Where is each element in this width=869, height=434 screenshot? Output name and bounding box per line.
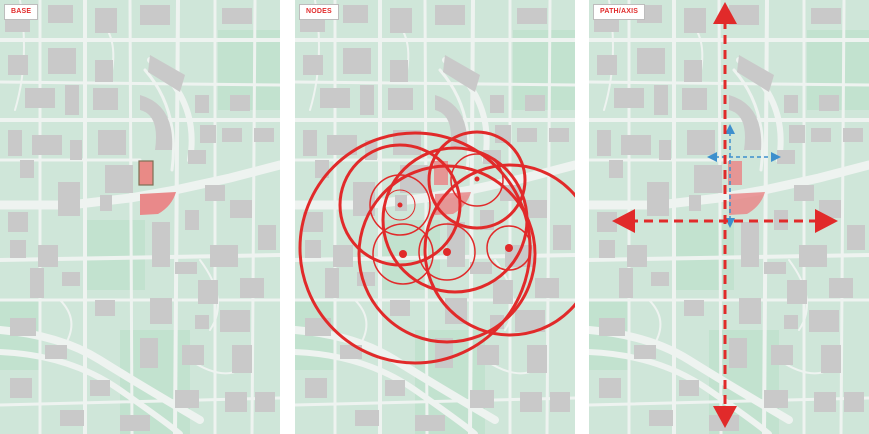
panel-label-nodes: NODES bbox=[299, 4, 339, 20]
site-parcel bbox=[140, 192, 176, 215]
node-ring-inner bbox=[486, 225, 532, 271]
panel-nodes: NODES bbox=[295, 0, 575, 434]
node-point bbox=[505, 244, 513, 252]
node-ring-inner bbox=[384, 189, 416, 221]
panel-label-base: BASE bbox=[4, 4, 39, 20]
node-ring bbox=[423, 163, 575, 337]
node-ring-inner bbox=[418, 223, 476, 281]
site-building bbox=[138, 160, 154, 186]
nodes-map bbox=[295, 0, 575, 434]
panel-label-path-axis: PATH/AXIS bbox=[593, 4, 646, 20]
node-ring bbox=[427, 130, 527, 230]
node-ring bbox=[357, 164, 537, 344]
site-highlight bbox=[138, 160, 176, 215]
node-ring-large bbox=[298, 131, 532, 365]
node-point bbox=[399, 250, 407, 258]
node-point bbox=[397, 202, 403, 208]
node-points bbox=[397, 176, 513, 258]
site-parcel bbox=[729, 192, 765, 215]
site-building bbox=[728, 161, 742, 185]
primary-axis bbox=[629, 20, 821, 410]
node-ring-inner bbox=[372, 223, 434, 285]
node-ring bbox=[381, 146, 529, 294]
node-ring-inner bbox=[369, 174, 431, 236]
primary-arrowheads-icon bbox=[612, 2, 838, 428]
base-map bbox=[0, 0, 280, 434]
panel-path-axis: PATH/AXIS bbox=[589, 0, 869, 434]
node-circles bbox=[298, 130, 575, 365]
panel-base: BASE bbox=[0, 0, 280, 434]
path-axis-map bbox=[589, 0, 869, 434]
node-point bbox=[443, 248, 451, 256]
node-point bbox=[474, 176, 480, 182]
node-ring-inner bbox=[450, 153, 504, 207]
